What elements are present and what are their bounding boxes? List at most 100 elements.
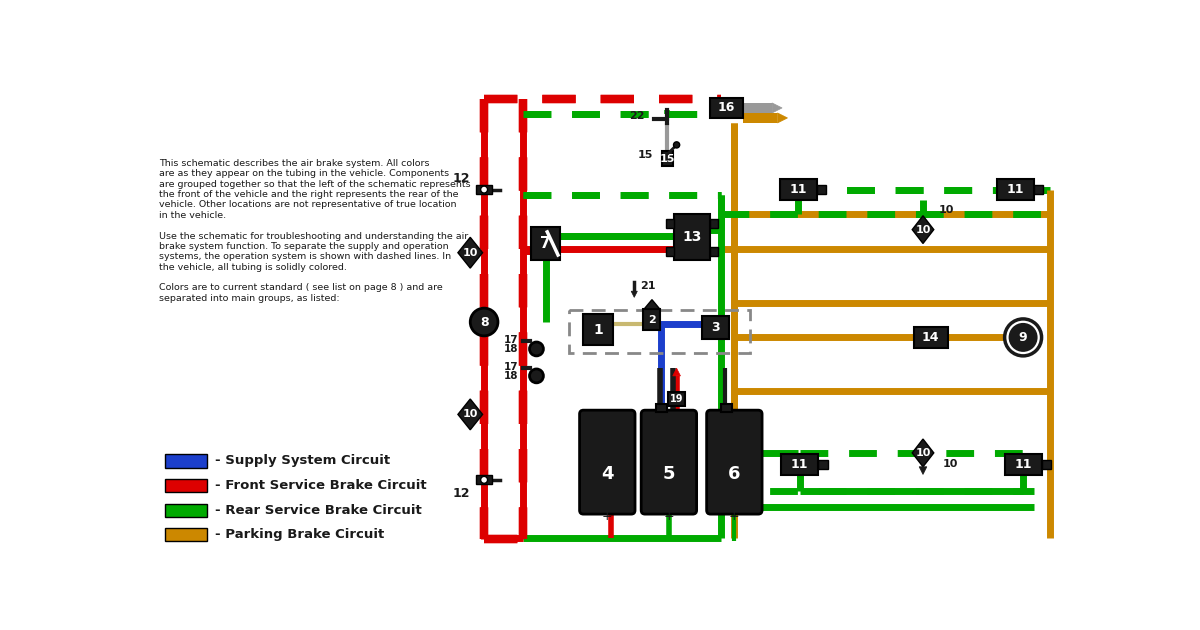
Polygon shape — [673, 368, 680, 376]
Text: 20: 20 — [708, 421, 721, 431]
Bar — [780, 179, 817, 200]
Bar — [702, 316, 728, 339]
Bar — [997, 179, 1034, 200]
Polygon shape — [919, 467, 926, 474]
Text: 14: 14 — [922, 331, 940, 344]
Bar — [164, 454, 206, 467]
Bar — [643, 309, 660, 331]
Text: 15: 15 — [638, 150, 654, 160]
Text: 16: 16 — [718, 101, 736, 115]
Text: Colors are to current standard ( see list on page 8 ) and are: Colors are to current standard ( see lis… — [160, 284, 443, 292]
Circle shape — [481, 186, 487, 193]
Circle shape — [481, 476, 487, 483]
Circle shape — [529, 369, 544, 383]
Text: 22: 22 — [629, 111, 644, 120]
Text: 15: 15 — [660, 154, 676, 164]
Circle shape — [1010, 324, 1036, 350]
Text: - Front Service Brake Circuit: - Front Service Brake Circuit — [215, 479, 426, 492]
Text: separated into main groups, as listed:: separated into main groups, as listed: — [160, 294, 340, 303]
Polygon shape — [458, 238, 482, 268]
Bar — [668, 392, 685, 406]
Text: - Supply System Circuit: - Supply System Circuit — [215, 454, 390, 467]
Polygon shape — [912, 439, 934, 467]
Text: 17: 17 — [504, 362, 518, 372]
Bar — [662, 151, 673, 166]
Polygon shape — [778, 113, 787, 123]
Bar — [721, 404, 732, 412]
Text: 7: 7 — [540, 236, 551, 251]
Text: - Parking Brake Circuit: - Parking Brake Circuit — [215, 529, 384, 541]
Text: 12: 12 — [452, 487, 469, 500]
Bar — [781, 454, 818, 475]
Bar — [666, 219, 673, 228]
Text: This schematic describes the air brake system. All colors: This schematic describes the air brake s… — [160, 159, 430, 168]
Bar — [673, 214, 710, 260]
Bar — [817, 185, 826, 194]
Text: 21: 21 — [641, 281, 656, 291]
Circle shape — [673, 142, 679, 148]
FancyBboxPatch shape — [641, 410, 697, 514]
Text: 13: 13 — [683, 231, 702, 244]
FancyBboxPatch shape — [707, 410, 762, 514]
Bar — [656, 404, 666, 412]
Text: 3: 3 — [710, 321, 720, 334]
Text: the vehicle, all tubing is solidly colored.: the vehicle, all tubing is solidly color… — [160, 263, 347, 272]
Bar — [1004, 454, 1042, 475]
Bar — [488, 103, 518, 534]
Bar — [164, 504, 206, 517]
Polygon shape — [912, 215, 934, 243]
Text: the front of the vehicle and the right represents the rear of the: the front of the vehicle and the right r… — [160, 190, 458, 199]
Bar — [710, 246, 718, 256]
Text: 19: 19 — [670, 394, 683, 404]
Text: 10: 10 — [462, 248, 478, 258]
Text: are as they appear on the tubing in the vehicle. Components: are as they appear on the tubing in the … — [160, 169, 449, 178]
Text: 8: 8 — [480, 316, 488, 328]
Text: +: + — [664, 510, 674, 523]
Circle shape — [529, 342, 544, 356]
Bar — [1042, 460, 1051, 469]
Bar — [913, 326, 948, 348]
Bar — [164, 479, 206, 492]
Text: 17: 17 — [504, 335, 518, 345]
Bar — [583, 314, 613, 345]
Text: Use the schematic for troubleshooting and understanding the air: Use the schematic for troubleshooting an… — [160, 231, 468, 241]
Text: 11: 11 — [1007, 183, 1024, 196]
Text: 1: 1 — [593, 323, 602, 336]
Text: 10: 10 — [942, 459, 958, 469]
Text: +: + — [602, 510, 613, 523]
Text: 10: 10 — [462, 410, 478, 420]
Bar — [532, 227, 560, 260]
Bar — [743, 103, 772, 113]
Text: 10: 10 — [916, 448, 931, 458]
Text: +: + — [730, 510, 739, 523]
Bar — [666, 246, 673, 256]
Text: vehicle. Other locations are not representative of true location: vehicle. Other locations are not represe… — [160, 200, 457, 209]
Circle shape — [470, 308, 498, 336]
Bar — [476, 475, 492, 484]
Bar — [743, 113, 778, 123]
Text: 11: 11 — [791, 458, 809, 471]
Text: 4: 4 — [601, 465, 613, 483]
Polygon shape — [772, 103, 782, 113]
Text: brake system function. To separate the supply and operation: brake system function. To separate the s… — [160, 242, 449, 251]
Text: 5: 5 — [662, 465, 676, 483]
Polygon shape — [631, 291, 637, 297]
Text: 6: 6 — [728, 465, 740, 483]
Text: are grouped together so that the left of the schematic represents: are grouped together so that the left of… — [160, 180, 470, 188]
Text: - Rear Service Brake Circuit: - Rear Service Brake Circuit — [215, 504, 421, 517]
Text: 9: 9 — [1019, 331, 1027, 344]
Bar — [710, 219, 718, 228]
Bar — [476, 185, 492, 194]
Bar — [1034, 185, 1043, 194]
FancyBboxPatch shape — [580, 410, 635, 514]
Bar — [818, 460, 828, 469]
Bar — [164, 529, 206, 541]
Text: 18: 18 — [504, 371, 518, 381]
Polygon shape — [644, 300, 660, 309]
Bar — [710, 98, 743, 118]
Text: 10: 10 — [938, 205, 954, 215]
Text: 18: 18 — [504, 344, 518, 354]
Text: 10: 10 — [916, 225, 931, 234]
Text: 11: 11 — [1014, 458, 1032, 471]
Text: 11: 11 — [790, 183, 808, 196]
